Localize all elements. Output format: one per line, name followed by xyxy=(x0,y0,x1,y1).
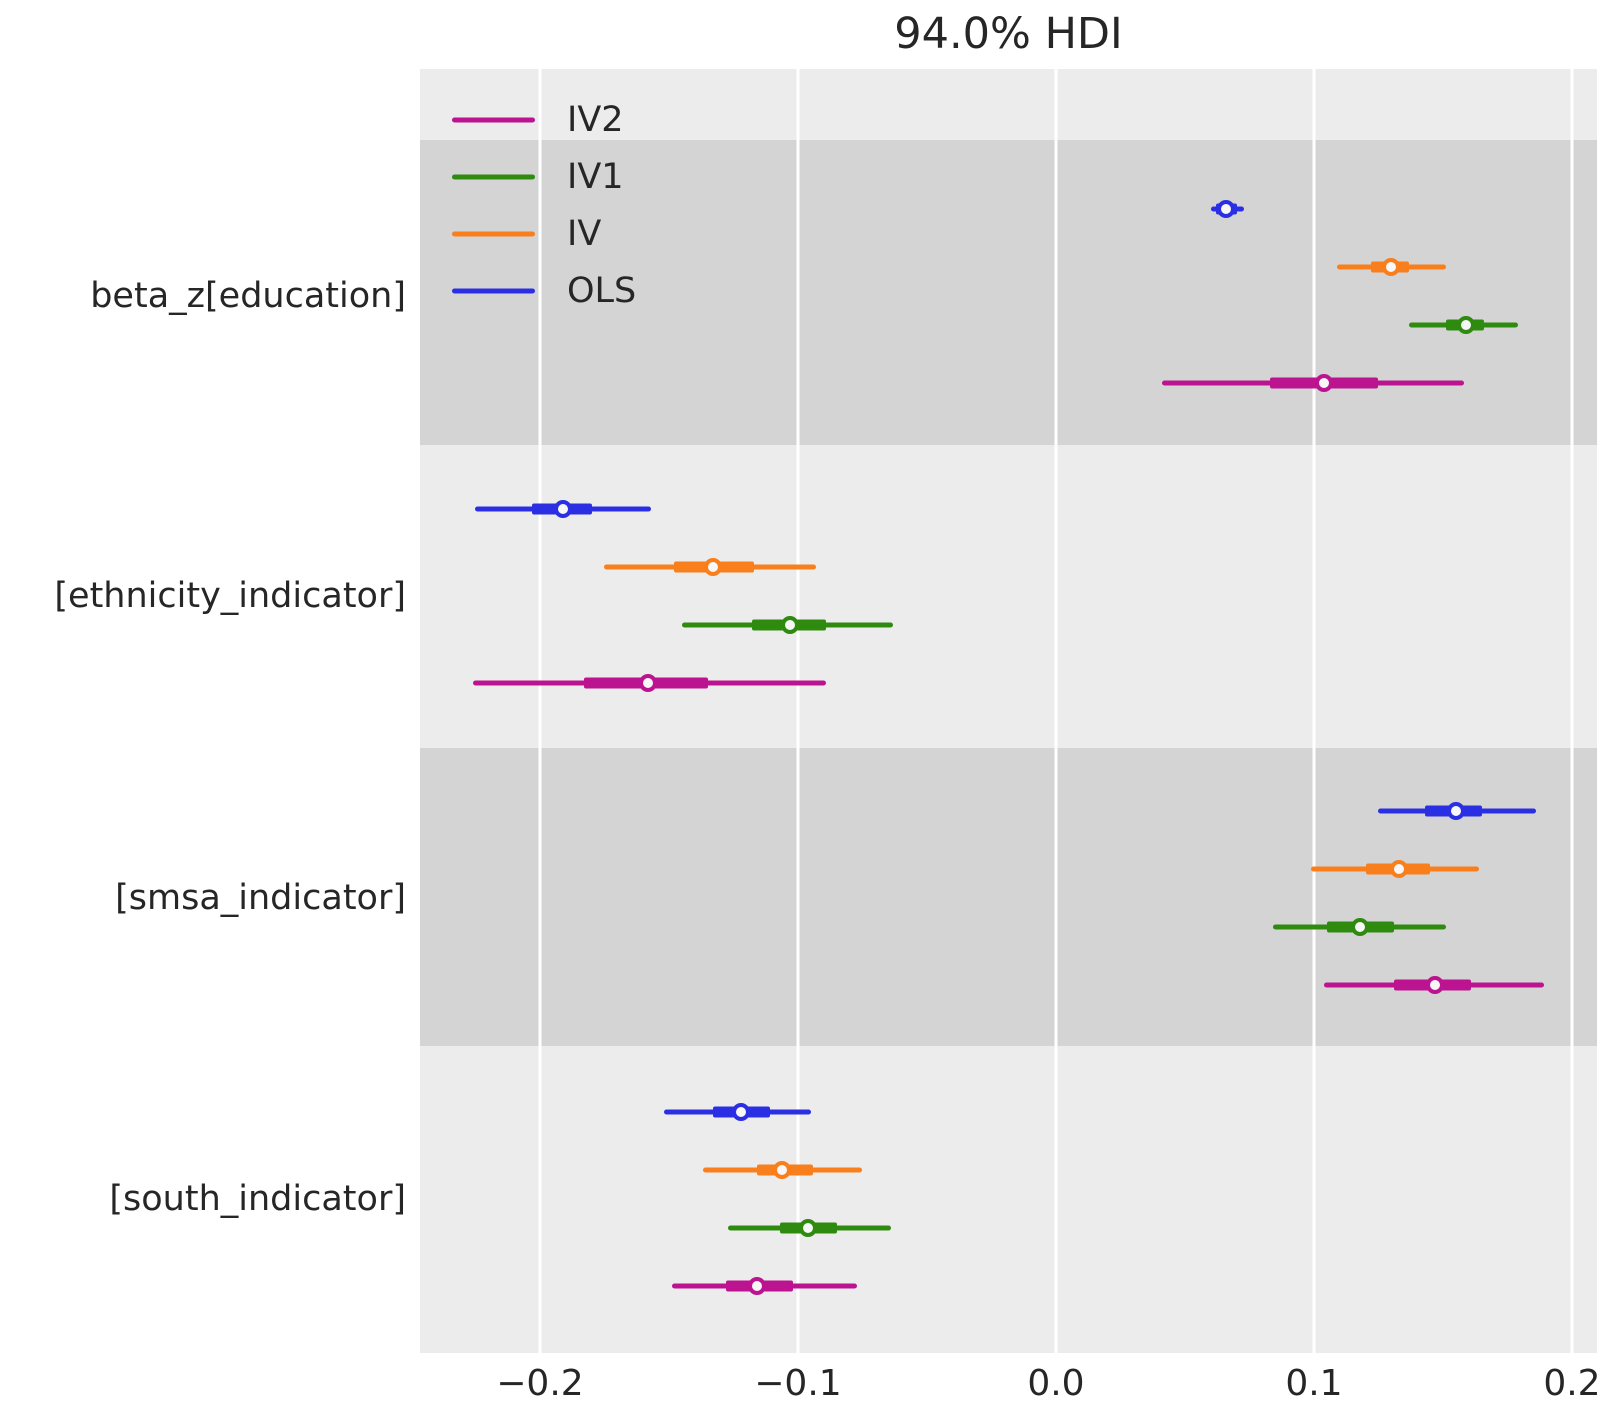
vertical-gridline xyxy=(1570,69,1574,1353)
median-marker-ols xyxy=(732,1103,751,1121)
vertical-gridline xyxy=(1054,69,1058,1353)
row-shading-band xyxy=(420,748,1597,1046)
median-marker-iv1 xyxy=(1351,918,1370,936)
median-marker-iv xyxy=(1390,860,1409,878)
median-marker-iv2 xyxy=(1315,374,1334,392)
x-axis-tick-label: 0.2 xyxy=(1543,1363,1601,1404)
x-axis-tick-label: −0.2 xyxy=(496,1363,584,1404)
y-axis-label: [south_indicator] xyxy=(109,1179,406,1219)
legend-line-swatch xyxy=(452,117,535,123)
vertical-gridline xyxy=(538,69,542,1353)
row-shading-band xyxy=(420,140,1597,445)
median-marker-ols xyxy=(1446,802,1465,820)
median-marker-iv1 xyxy=(1457,316,1476,334)
chart-title: 94.0% HDI xyxy=(894,9,1123,59)
y-axis-label: [ethnicity_indicator] xyxy=(54,576,406,616)
median-marker-iv xyxy=(773,1161,792,1179)
legend-label: IV2 xyxy=(567,100,624,140)
median-marker-iv xyxy=(1382,258,1401,276)
x-axis-tick-label: 0.0 xyxy=(1027,1363,1085,1404)
median-marker-iv1 xyxy=(781,616,800,634)
median-marker-iv1 xyxy=(799,1219,818,1237)
vertical-gridline xyxy=(796,69,800,1353)
median-marker-iv2 xyxy=(1426,976,1445,994)
x-axis-tick-label: 0.1 xyxy=(1285,1363,1343,1404)
y-axis-label: beta_z[education] xyxy=(90,276,406,316)
median-marker-ols xyxy=(554,500,573,518)
x-axis-tick-label: −0.1 xyxy=(754,1363,842,1404)
median-marker-iv xyxy=(703,558,722,576)
median-marker-ols xyxy=(1217,200,1236,218)
vertical-gridline xyxy=(1312,69,1316,1353)
median-marker-iv2 xyxy=(639,674,658,692)
y-axis-label: [smsa_indicator] xyxy=(115,878,406,918)
plot-area: IV2 IV1 IV OLS xyxy=(420,69,1597,1353)
median-marker-iv2 xyxy=(747,1277,766,1295)
